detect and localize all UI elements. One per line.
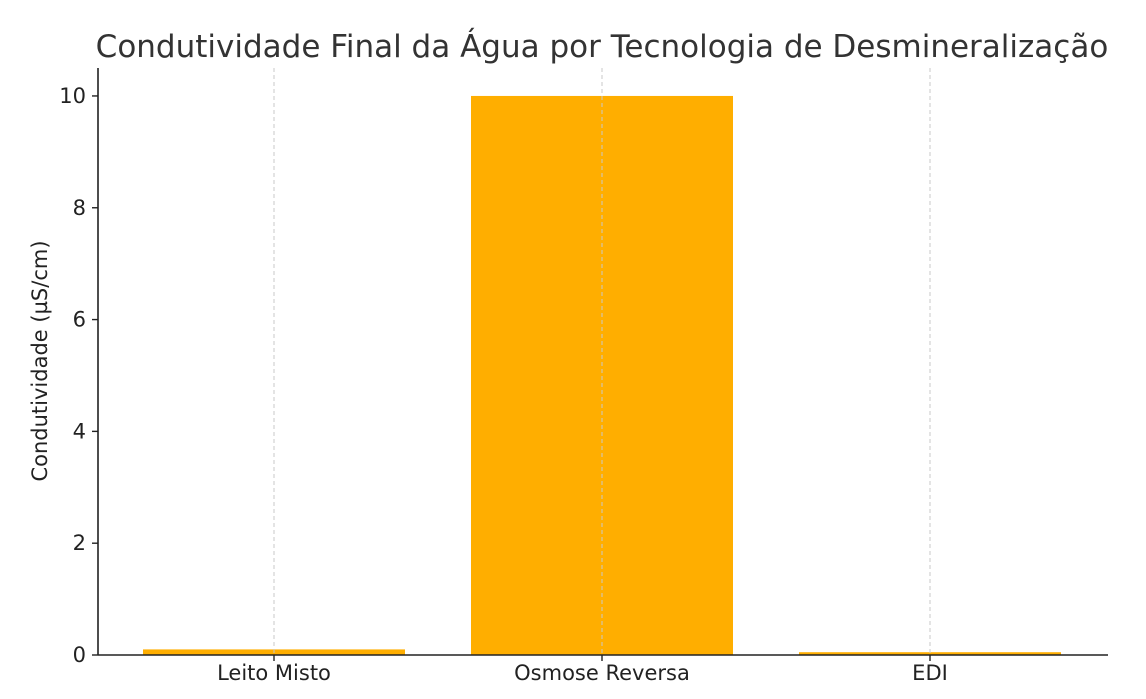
x-tick-label: Leito Misto [217,661,331,685]
bar-osmose-reversa [471,95,733,655]
bar-edi [799,652,1061,655]
y-tick-label: 0 [73,643,86,667]
x-tick-label: EDI [912,661,948,685]
y-tick-label: 6 [73,308,86,332]
y-tick-label: 2 [73,531,86,555]
y-tick-label: 8 [73,196,86,220]
y-axis-label: Condutividade (µS/cm) [28,240,52,481]
bar-layer [143,95,1061,655]
y-tick-label: 10 [59,84,86,108]
y-tick-label: 4 [73,419,86,443]
tick-layer: 0 2 4 6 8 10 Leito Misto Osmose Reversa EDI [59,84,948,685]
chart-title: Condutividade Final da Água por Tecnolog… [96,29,1109,65]
axis-layer [97,68,1108,656]
x-tick-label: Osmose Reversa [514,661,690,685]
